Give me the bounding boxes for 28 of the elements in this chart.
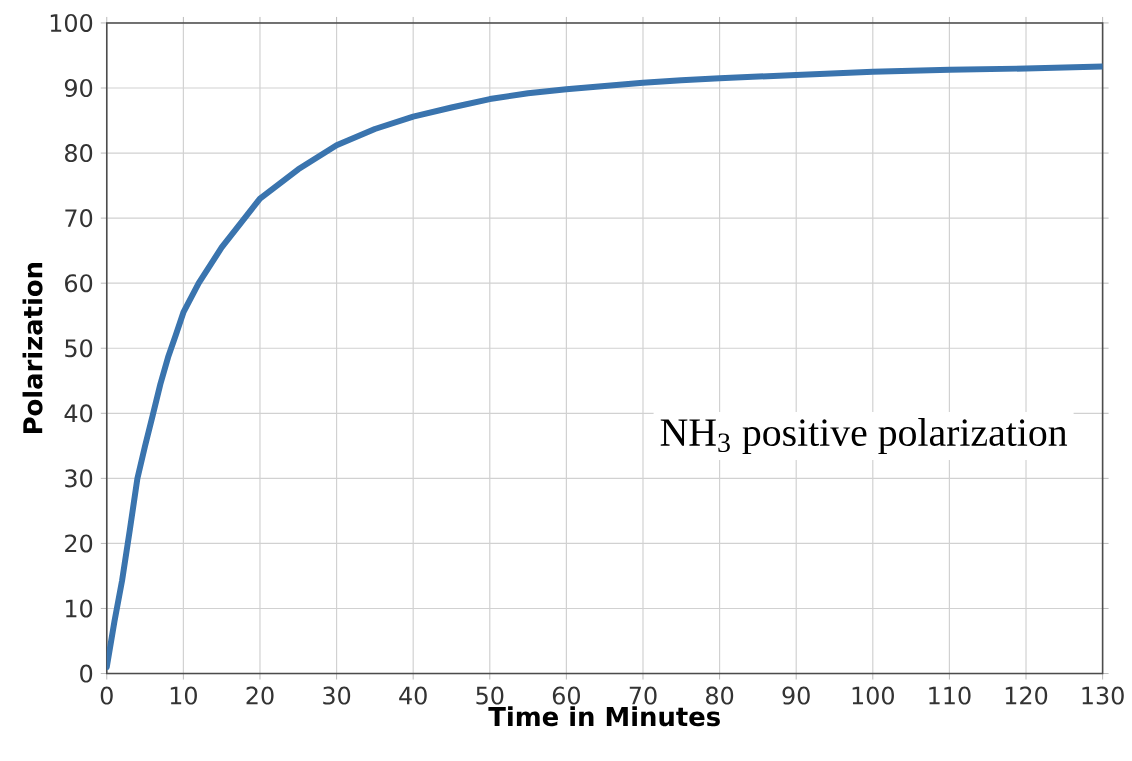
x-tick-label: 110: [929, 686, 971, 705]
y-tick-label: 70: [65, 208, 93, 227]
y-tick-label: 10: [66, 599, 93, 618]
x-tick-label: 60: [552, 686, 580, 705]
x-tick-label: 120: [1005, 686, 1048, 705]
y-tick-label: 50: [65, 339, 93, 358]
y-axis-title: Polarization: [22, 262, 43, 433]
y-tick-label: 60: [65, 273, 93, 293]
x-tick-label: 20: [246, 686, 274, 705]
y-tick-label: 20: [65, 534, 93, 553]
x-tick-label: 40: [399, 686, 427, 705]
x-tick-label: 0: [100, 686, 113, 705]
x-tick-label: 30: [323, 686, 351, 705]
x-tick-label: 10: [170, 686, 197, 705]
y-tick-label: 40: [64, 404, 93, 423]
x-tick-label: 70: [629, 686, 657, 705]
x-axis-title: Time in Minutes: [488, 706, 720, 727]
x-tick-label: 50: [476, 686, 504, 705]
x-tick-label: 80: [706, 686, 734, 705]
y-tick-label: 90: [64, 78, 93, 97]
x-tick-label: 130: [1082, 686, 1124, 705]
x-tick-label: 90: [782, 686, 810, 705]
y-tick-label: 0: [80, 664, 93, 683]
y-tick-label: 100: [50, 13, 93, 32]
y-tick-label: 80: [65, 143, 93, 162]
annotation: NH$_{3}$ positive polarization: [660, 417, 1068, 454]
x-tick-label: 100: [852, 686, 894, 705]
y-tick-label: 30: [65, 469, 93, 488]
